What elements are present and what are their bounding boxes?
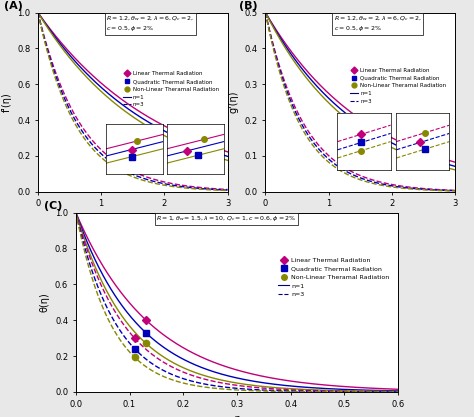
X-axis label: η: η	[130, 214, 136, 224]
Legend: Linear Thermal Radiation, Quadratic Thermal Radiation, Non-Linear Theramal Radia: Linear Thermal Radiation, Quadratic Ther…	[348, 65, 448, 106]
X-axis label: η: η	[357, 214, 363, 224]
Text: $R = 1.2, \theta_w = 2, \lambda = 6, Q_c = 2,$
$c = 0.5, \phi = 2\%$: $R = 1.2, \theta_w = 2, \lambda = 6, Q_c…	[106, 14, 194, 33]
Text: $R = 1, \theta_w = 1.5, \lambda = 10, Q_c = 1, c = 0.6, \phi = 2\%$: $R = 1, \theta_w = 1.5, \lambda = 10, Q_…	[156, 214, 297, 224]
Text: (C): (C)	[44, 201, 62, 211]
Legend: Linear Thermal Radiation, Quadratic Thermal Radiation, Non-Linear Theramal Radia: Linear Thermal Radiation, Quadratic Ther…	[120, 69, 221, 110]
Y-axis label: f'(η): f'(η)	[1, 92, 11, 112]
Text: $R = 1.2, \theta_w = 2, \lambda = 6, Q_c = 2,$
$c = 0.5, \phi = 2\%$: $R = 1.2, \theta_w = 2, \lambda = 6, Q_c…	[334, 14, 422, 33]
Y-axis label: g'(η): g'(η)	[229, 91, 239, 113]
X-axis label: η: η	[234, 414, 240, 417]
Text: (A): (A)	[4, 1, 23, 11]
Text: (B): (B)	[239, 1, 257, 11]
Legend: Linear Thermal Radiation, Quadratic Thermal Radiation, Non-Linear Theramal Radia: Linear Thermal Radiation, Quadratic Ther…	[275, 255, 392, 300]
Y-axis label: θ(η): θ(η)	[39, 292, 49, 312]
